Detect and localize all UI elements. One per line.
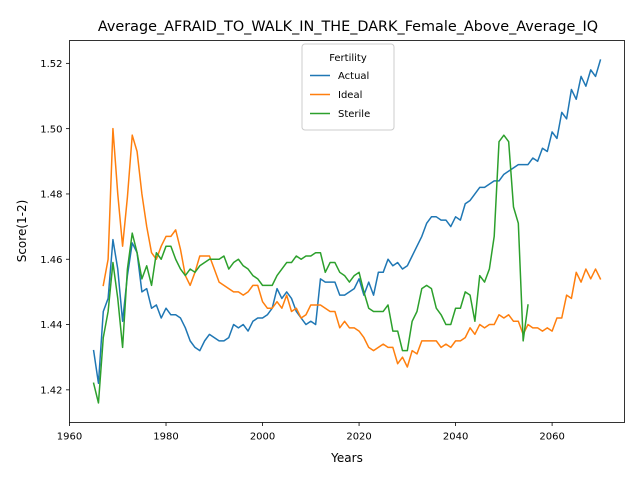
y-tick-label: 1.46 [40, 255, 62, 266]
x-tick-label: 2060 [539, 432, 564, 443]
y-tick-label: 1.52 [40, 59, 62, 70]
legend-box [301, 43, 395, 131]
legend-label-ideal: Ideal [338, 90, 362, 101]
series-layer [92, 59, 602, 404]
legend-label-sterile: Sterile [338, 109, 370, 120]
series-line-actual [92, 59, 602, 385]
axes-layer: 1960 1980 2000 2020 2040 2060 1.42 1.44 1.46 1.48… [40, 40, 625, 443]
legend-label-actual: Actual [338, 71, 369, 82]
y-tick-label: 1.42 [40, 385, 62, 396]
series-line-ideal [102, 127, 602, 368]
plot-frame [69, 40, 625, 423]
legend-title: Fertility [329, 53, 367, 64]
chart-title: Average_AFRAID_TO_WALK_IN_THE_DARK_Femal… [98, 19, 598, 35]
x-tick-label: 1980 [153, 432, 178, 443]
y-axis-label: Score(1-2) [15, 200, 29, 263]
x-tick-label: 2000 [250, 432, 275, 443]
y-tick-label: 1.50 [40, 124, 62, 135]
x-axis-label: Years [330, 451, 363, 465]
x-tick-label: 2040 [443, 432, 468, 443]
y-tick-label: 1.44 [40, 320, 62, 331]
series-line-sterile [92, 134, 529, 404]
x-tick-label: 1960 [57, 432, 82, 443]
y-tick-label: 1.48 [40, 190, 62, 201]
legend: Fertility Actual Ideal Sterile [301, 43, 395, 131]
x-tick-label: 2020 [346, 432, 371, 443]
